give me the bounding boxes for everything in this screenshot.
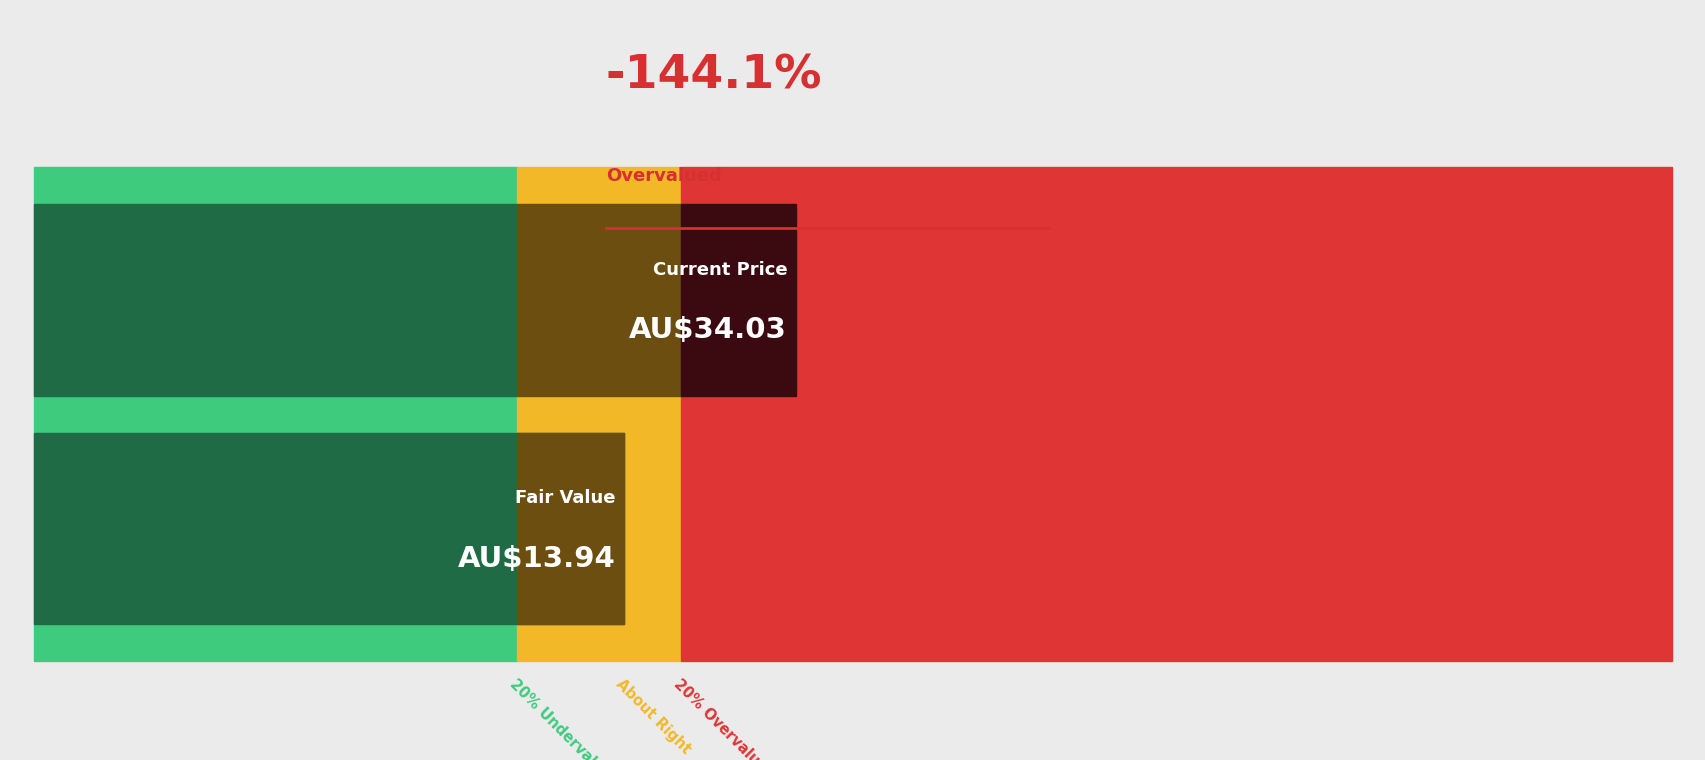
Text: AU$13.94: AU$13.94 bbox=[457, 545, 616, 573]
Bar bbox=[34, 432, 624, 624]
Text: Fair Value: Fair Value bbox=[515, 489, 616, 507]
Text: 20% Overvalued: 20% Overvalued bbox=[670, 676, 776, 760]
Bar bbox=[680, 204, 795, 396]
Text: Overvalued: Overvalued bbox=[605, 167, 721, 185]
Bar bbox=[517, 167, 680, 661]
Bar bbox=[34, 167, 517, 661]
Text: 20% Undervalued: 20% Undervalued bbox=[506, 676, 621, 760]
Text: About Right: About Right bbox=[612, 676, 694, 757]
Bar bbox=[34, 204, 517, 396]
Text: Current Price: Current Price bbox=[651, 261, 786, 279]
Text: AU$34.03: AU$34.03 bbox=[629, 316, 786, 344]
Bar bbox=[517, 204, 680, 396]
Bar bbox=[517, 432, 624, 624]
Text: -144.1%: -144.1% bbox=[605, 53, 822, 98]
Bar bbox=[680, 167, 1671, 661]
